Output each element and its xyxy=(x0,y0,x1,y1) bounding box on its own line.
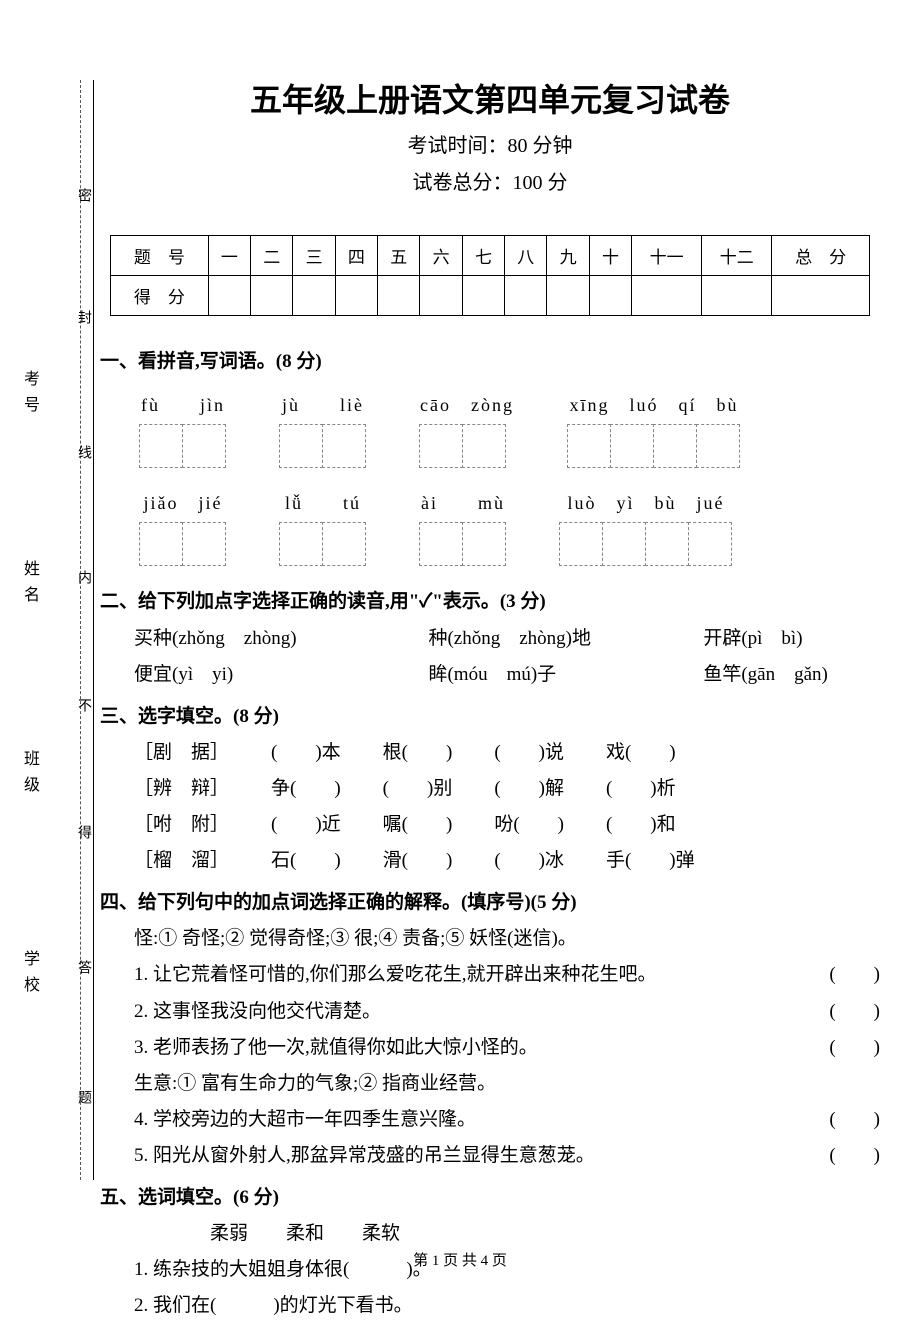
sidebar-word: 不 xyxy=(73,698,93,712)
sec4-q: 1. 让它荒着怪可惜的,你们那么爱吃花生,就开辟出来种花生吧。( ) xyxy=(134,957,880,993)
pinyin-row-2: jiǎo jié lǚ tú ài mù luò yì bù jué xyxy=(140,486,880,566)
sec4-q: 2. 这事怪我没向他交代清楚。( ) xyxy=(134,994,880,1030)
score-header: 九 xyxy=(547,236,589,276)
sidebar-word: 得 xyxy=(73,825,93,839)
score-header: 十二 xyxy=(702,236,772,276)
score-header: 十 xyxy=(589,236,631,276)
sidebar-dashed-line xyxy=(80,80,81,1180)
sec3-row: ［剧 据］( )本根( )( )说戏( ) xyxy=(134,735,880,771)
score-header: 一 xyxy=(208,236,250,276)
score-header: 三 xyxy=(293,236,335,276)
section-3-title: 三、选字填空。(8 分) xyxy=(100,699,880,735)
sec4-q: 4. 学校旁边的大超市一年四季生意兴隆。( ) xyxy=(134,1102,880,1138)
page-footer: 第 1 页 共 4 页 xyxy=(0,1249,920,1270)
section-5-title: 五、选词填空。(6 分) xyxy=(100,1180,880,1216)
sidebar-label-school: 学校 xyxy=(17,950,41,1002)
sec4-q: 3. 老师表扬了他一次,就值得你如此大惊小怪的。( ) xyxy=(134,1030,880,1066)
score-table: 题 号 一 二 三 四 五 六 七 八 九 十 十一 十二 总 分 得 分 xyxy=(110,235,870,316)
sec4-def: 怪:① 奇怪;② 觉得奇怪;③ 很;④ 责备;⑤ 妖怪(迷信)。 xyxy=(134,921,880,957)
sec3-row: ［榴 溜］石( )滑( )( )冰手( )弹 xyxy=(134,843,880,879)
sidebar-label-name: 姓名 xyxy=(17,560,41,612)
sec2-row: 买种(zhǒng zhòng) 种(zhǒng zhòng)地 开辟(pì bì… xyxy=(134,621,880,657)
sec5-words: 柔弱 柔和 柔软 xyxy=(210,1216,880,1252)
section-4: 四、给下列句中的加点词选择正确的解释。(填序号)(5 分) 怪:① 奇怪;② 觉… xyxy=(100,885,880,1174)
section-1-title: 一、看拼音,写词语。(8 分) xyxy=(100,344,880,380)
sidebar-word: 密 xyxy=(73,188,93,202)
sec3-row: ［辨 辩］争( )( )别( )解( )析 xyxy=(134,771,880,807)
exam-title: 五年级上册语文第四单元复习试卷 xyxy=(100,75,880,121)
section-1: 一、看拼音,写词语。(8 分) fù jìn jù liè cāo zòng x… xyxy=(100,344,880,566)
exam-total: 试卷总分：100 分 xyxy=(100,166,880,195)
sec5-q: 2. 我们在( )的灯光下看书。 xyxy=(134,1288,880,1324)
main-content: 五年级上册语文第四单元复习试卷 考试时间：80 分钟 试卷总分：100 分 题 … xyxy=(100,75,880,1324)
score-header: 总 分 xyxy=(772,236,870,276)
sec4-q: 5. 阳光从窗外射人,那盆异常茂盛的吊兰显得生意葱茏。( ) xyxy=(134,1138,880,1174)
score-header: 四 xyxy=(335,236,377,276)
sidebar-word: 答 xyxy=(73,960,93,974)
score-header: 七 xyxy=(462,236,504,276)
sidebar-label-class: 班级 xyxy=(17,750,41,802)
section-2-title: 二、给下列加点字选择正确的读音,用"✓"表示。(3 分) xyxy=(100,584,880,620)
sidebar-label-number: 考号 xyxy=(17,370,41,422)
score-header: 八 xyxy=(505,236,547,276)
score-label: 得 分 xyxy=(111,276,209,316)
exam-time: 考试时间：80 分钟 xyxy=(100,129,880,158)
sidebar-word: 题 xyxy=(73,1090,93,1104)
sidebar-word: 线 xyxy=(73,445,93,459)
score-header: 十一 xyxy=(632,236,702,276)
binding-sidebar: 学校 班级 姓名 考号 题 答 得 不 内 线 封 密 xyxy=(45,80,95,1180)
score-header: 二 xyxy=(251,236,293,276)
section-4-title: 四、给下列句中的加点词选择正确的解释。(填序号)(5 分) xyxy=(100,885,880,921)
pinyin-group: fù jìn xyxy=(140,388,226,468)
score-header: 五 xyxy=(378,236,420,276)
pinyin-row-1: fù jìn jù liè cāo zòng xīng luó qí bù xyxy=(140,388,880,468)
table-row: 得 分 xyxy=(111,276,870,316)
score-cell xyxy=(208,276,250,316)
sec4-def: 生意:① 富有生命力的气象;② 指商业经营。 xyxy=(134,1066,880,1102)
sec2-row: 便宜(yì yi) 眸(móu mú)子 鱼竿(gān gǎn) xyxy=(134,657,880,693)
section-3: 三、选字填空。(8 分) ［剧 据］( )本根( )( )说戏( ) ［辨 辩］… xyxy=(100,699,880,879)
table-row: 题 号 一 二 三 四 五 六 七 八 九 十 十一 十二 总 分 xyxy=(111,236,870,276)
sec3-row: ［咐 附］( )近嘱( )吩( )( )和 xyxy=(134,807,880,843)
sidebar-word: 内 xyxy=(73,570,93,584)
section-2: 二、给下列加点字选择正确的读音,用"✓"表示。(3 分) 买种(zhǒng zh… xyxy=(100,584,880,692)
score-header: 题 号 xyxy=(111,236,209,276)
sidebar-solid-line xyxy=(93,80,94,1180)
score-header: 六 xyxy=(420,236,462,276)
char-box xyxy=(139,424,183,468)
sidebar-word: 封 xyxy=(73,310,93,324)
